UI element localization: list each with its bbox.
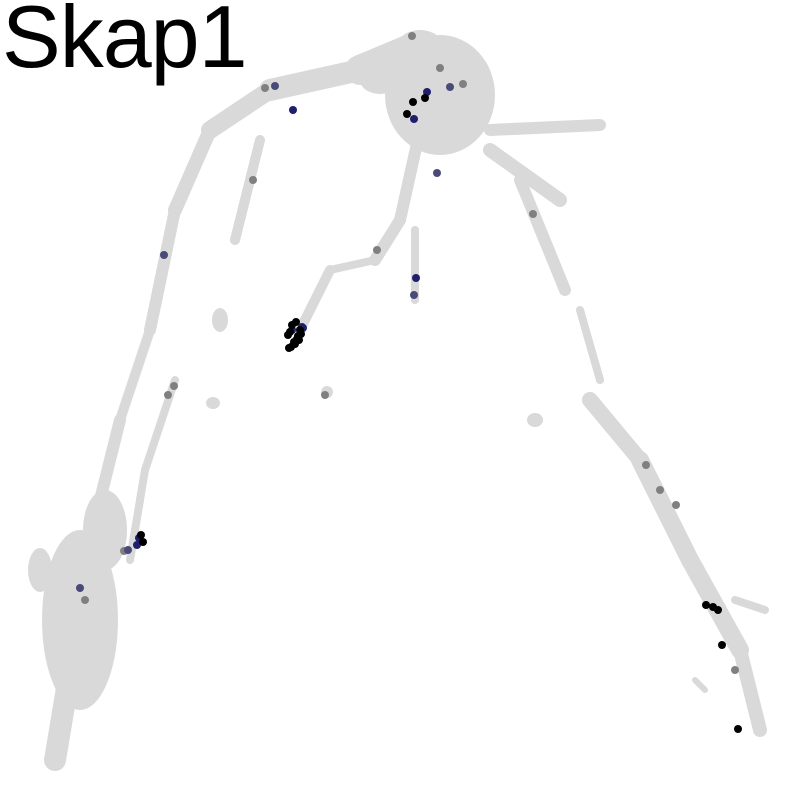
background-cell-cluster bbox=[527, 413, 543, 427]
background-cell-band bbox=[631, 451, 699, 569]
expression-point bbox=[672, 501, 680, 509]
expression-point bbox=[297, 330, 305, 338]
expression-point bbox=[731, 666, 739, 674]
expression-point bbox=[373, 246, 381, 254]
expression-point bbox=[408, 32, 416, 40]
background-cell-band bbox=[201, 81, 279, 139]
expression-point bbox=[412, 274, 420, 282]
expression-point bbox=[160, 251, 168, 259]
background-cell-band bbox=[733, 643, 767, 737]
background-cell-band bbox=[731, 596, 769, 614]
expression-point bbox=[133, 541, 141, 549]
background-cell-cluster bbox=[360, 66, 400, 94]
expression-point bbox=[409, 98, 417, 106]
expression-point bbox=[271, 82, 279, 90]
expression-point bbox=[261, 84, 269, 92]
expression-point bbox=[702, 601, 710, 609]
background-cell-cluster bbox=[42, 530, 118, 710]
background-cell-band bbox=[230, 135, 265, 245]
background-cell-cluster bbox=[395, 30, 445, 70]
expression-point bbox=[249, 176, 257, 184]
background-cell-band bbox=[484, 119, 606, 136]
expression-points-layer bbox=[76, 32, 742, 733]
expression-point bbox=[286, 328, 294, 336]
expression-point bbox=[410, 115, 418, 123]
background-cell-band bbox=[326, 256, 379, 274]
expression-point bbox=[718, 641, 726, 649]
expression-point bbox=[421, 94, 429, 102]
background-cell-band bbox=[259, 59, 371, 101]
background-cell-cluster bbox=[28, 548, 52, 592]
chart-title: Skap1 bbox=[2, 0, 248, 86]
expression-point bbox=[137, 531, 145, 539]
expression-point bbox=[529, 210, 537, 218]
expression-point bbox=[285, 344, 293, 352]
expression-point bbox=[321, 391, 329, 399]
expression-point bbox=[446, 83, 454, 91]
expression-point bbox=[436, 64, 444, 72]
expression-point bbox=[164, 391, 172, 399]
expression-point bbox=[289, 106, 297, 114]
expression-point bbox=[433, 169, 441, 177]
background-cell-band bbox=[168, 123, 217, 217]
background-cell-band bbox=[394, 124, 426, 226]
background-cell-band bbox=[576, 306, 604, 384]
expression-point bbox=[734, 725, 742, 733]
background-cell-cluster bbox=[83, 490, 127, 570]
expression-point bbox=[124, 546, 132, 554]
background-cells-layer bbox=[28, 30, 769, 771]
expression-point bbox=[170, 382, 178, 390]
background-cell-band bbox=[582, 392, 648, 468]
expression-point bbox=[139, 538, 147, 546]
expression-point bbox=[76, 584, 84, 592]
expression-point bbox=[459, 80, 467, 88]
expression-point bbox=[292, 318, 300, 326]
expression-point bbox=[714, 606, 722, 614]
background-cell-cluster bbox=[206, 397, 220, 409]
expression-point bbox=[642, 461, 650, 469]
background-cell-band bbox=[144, 204, 181, 336]
background-cell-band bbox=[126, 466, 149, 564]
expression-point bbox=[81, 596, 89, 604]
background-cell-cluster bbox=[212, 308, 228, 332]
expression-point bbox=[403, 110, 411, 118]
background-cell-band bbox=[295, 265, 335, 335]
background-cell-band bbox=[483, 143, 567, 207]
background-cell-band bbox=[692, 677, 708, 693]
background-cell-band bbox=[514, 174, 571, 296]
expression-point bbox=[410, 291, 418, 299]
expression-point bbox=[656, 486, 664, 494]
background-cell-band bbox=[115, 325, 155, 425]
background-cell-band bbox=[369, 214, 406, 266]
